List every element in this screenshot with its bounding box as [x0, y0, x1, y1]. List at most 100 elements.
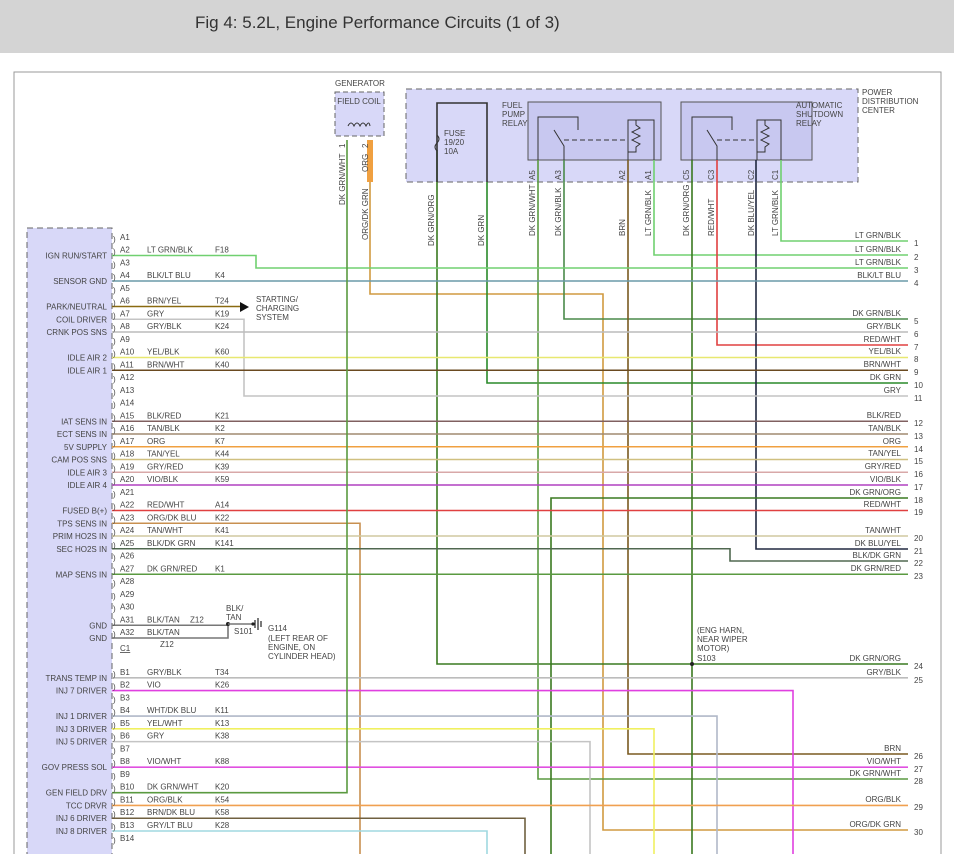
pin-function-label: IDLE AIR 1: [67, 366, 107, 375]
pin-connector-mark: ): [113, 810, 116, 819]
pin-label-a18: A18: [120, 450, 135, 459]
wire-dk-grn-org: [436, 150, 908, 665]
output-number: 20: [914, 534, 923, 543]
output-number: 10: [914, 381, 923, 390]
output-number: 17: [914, 483, 923, 492]
pin-connector-mark: ): [113, 785, 116, 794]
output-wire-label: RED/WHT: [864, 335, 901, 344]
pin-connector-mark: ): [113, 311, 116, 320]
wire-lt-grn-blk: [780, 160, 908, 242]
pin-function-label: INJ 5 DRIVER: [56, 738, 107, 747]
output-number: 5: [914, 317, 919, 326]
generator-field-coil: [334, 91, 385, 137]
pin-label-a20: A20: [120, 475, 135, 484]
pin-connector-mark: ): [113, 836, 116, 845]
pdc-terminal-wire-label: BRN: [618, 219, 627, 236]
output-number: 19: [914, 508, 923, 517]
circuit-code: K11: [215, 706, 229, 715]
fpr-switch-icon: [553, 129, 565, 160]
pin-connector-mark: ): [113, 503, 116, 512]
generator-pin-1: 1: [338, 143, 347, 148]
output-number: 28: [914, 777, 923, 786]
pin-connector-mark: ): [113, 362, 116, 371]
circuit-code: T24: [215, 297, 229, 306]
output-number: 21: [914, 547, 923, 556]
output-number: 30: [914, 828, 923, 837]
pdc-terminal-pin: C2: [747, 169, 756, 180]
pin-connector-mark: ): [113, 617, 116, 626]
wire-b10: [112, 140, 348, 794]
wire-red-wht: [716, 160, 908, 346]
pin-connector-mark: ): [113, 490, 116, 499]
pin-connector-mark: ): [113, 286, 116, 295]
pin-connector-mark: ): [113, 683, 116, 692]
pin-label-a11: A11: [120, 360, 134, 369]
pin-label-b8: B8: [120, 757, 130, 766]
output-wire-label: BRN/WHT: [864, 360, 901, 369]
wire-color-label: BRN/WHT: [147, 360, 184, 369]
pin-function-label: IDLE AIR 2: [67, 354, 107, 363]
pin-label-a15: A15: [120, 411, 135, 420]
circuit-code: K28: [215, 821, 230, 830]
output-wire-label: BRN: [884, 744, 901, 753]
output-number: 26: [914, 752, 923, 761]
pin-function-label: SENSOR GND: [53, 277, 107, 286]
output-number: 18: [914, 496, 923, 505]
pin-label-b7: B7: [120, 744, 130, 753]
pin-label-a29: A29: [120, 590, 135, 599]
pin-connector-mark: ): [113, 579, 116, 588]
pin-connector-mark: ): [113, 401, 116, 410]
pin-function-label: GOV PRESS SOL: [42, 763, 108, 772]
output-wire-label: DK GRN/ORG: [849, 488, 901, 497]
output-wire-label: DK BLU/YEL: [855, 539, 902, 548]
pin-label-a21: A21: [120, 488, 135, 497]
circuit-code: K39: [215, 462, 230, 471]
pin-function-label: CAM POS SNS: [51, 456, 107, 465]
pdc-terminal-pin: C1: [771, 169, 780, 180]
output-wire-label: ORG/DK GRN: [849, 820, 901, 829]
asd-relay: [680, 101, 813, 161]
circuit-code: K38: [215, 732, 230, 741]
pin-connector-mark: ): [113, 759, 116, 768]
pin-label-b6: B6: [120, 732, 130, 741]
pin-label-b13: B13: [120, 821, 135, 830]
ground-dot: [251, 622, 255, 626]
pin-label-b10: B10: [120, 783, 135, 792]
pin-label-a17: A17: [120, 437, 135, 446]
pin-label-b1: B1: [120, 668, 130, 677]
pin-connector-mark: ): [113, 477, 116, 486]
pin-label-a22: A22: [120, 501, 135, 510]
wire-a25: [112, 547, 908, 562]
output-wire-label: BLK/RED: [867, 411, 901, 420]
pin-label-a9: A9: [120, 335, 130, 344]
pin-connector-mark: ): [113, 605, 116, 614]
ground-g114-label: G114: [268, 624, 288, 633]
pin-label-a26: A26: [120, 552, 135, 561]
pin-connector-mark: ): [113, 350, 116, 359]
wire-color-label: WHT/DK BLU: [147, 706, 197, 715]
output-number: 6: [914, 330, 919, 339]
wire-color-label: TAN/BLK: [147, 424, 180, 433]
output-wire-label: DK GRN/ORG: [849, 654, 901, 663]
wire-color-label: GRY/LT BLU: [147, 821, 193, 830]
pin-label-a4: A4: [120, 271, 130, 280]
pin-function-label: CRNK POS SNS: [47, 328, 107, 337]
connector-c1-label: C1: [120, 644, 131, 653]
output-wire-label: VIO/BLK: [870, 475, 902, 484]
wire-b13: [112, 830, 488, 854]
pin-label-b3: B3: [120, 693, 130, 702]
pin-connector-mark: ): [113, 388, 116, 397]
wire-b4: [112, 715, 718, 854]
fpr-switch-wire: [537, 116, 579, 160]
pdc-terminal-wire-label: RED/WHT: [707, 199, 716, 236]
pin-label-a7: A7: [120, 309, 130, 318]
pin-connector-mark: ): [113, 734, 116, 743]
pin-function-label: IDLE AIR 4: [67, 481, 107, 490]
pin-connector-mark: ): [113, 721, 116, 730]
output-wire-label: GRY/RED: [865, 462, 902, 471]
pin-connector-mark: ): [113, 528, 116, 537]
pin-connector-mark: ): [113, 670, 116, 679]
wire-a32: [112, 624, 229, 639]
pin-connector-mark: ): [113, 554, 116, 563]
pin-label-b9: B9: [120, 770, 130, 779]
